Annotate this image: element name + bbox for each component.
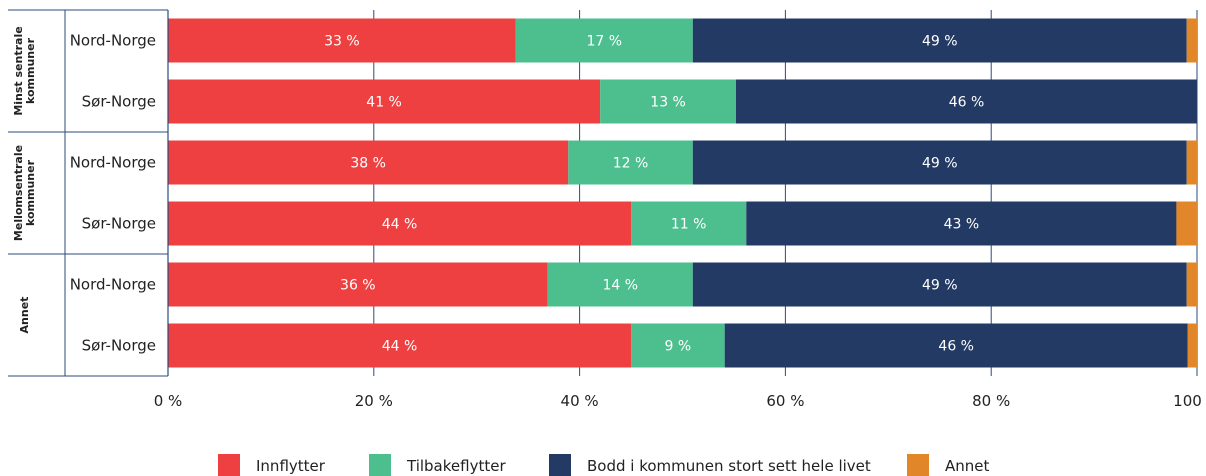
- x-tick-label: 60 %: [766, 392, 804, 410]
- bar-segment-tilbakeflytter: [600, 79, 737, 124]
- legend-label: Tilbakeflytter: [406, 457, 506, 475]
- data-label: 17 %: [587, 34, 623, 50]
- bar-segment-innflytter: [168, 79, 601, 124]
- data-label: 11 %: [671, 217, 707, 233]
- legend-swatch: [369, 454, 391, 476]
- bar-segment-bodd-i-kommunen-stort-sett-hele-livet: [692, 262, 1187, 307]
- category-label: Nord-Norge: [70, 32, 156, 50]
- group-label-line: kommuner: [24, 159, 37, 226]
- bar-segment-bodd-i-kommunen-stort-sett-hele-livet: [692, 18, 1187, 63]
- data-label: 38 %: [350, 156, 386, 172]
- x-tick-label: 40 %: [561, 392, 599, 410]
- bar-segment-bodd-i-kommunen-stort-sett-hele-livet: [692, 140, 1187, 185]
- category-label: Nord-Norge: [70, 276, 156, 294]
- data-label: 44 %: [382, 217, 418, 233]
- data-label: 49 %: [922, 34, 958, 50]
- bar-segment-annet: [1186, 140, 1197, 185]
- bar-segment-innflytter: [168, 262, 548, 307]
- group-label-line: Mellomsentrale: [12, 145, 25, 241]
- legend-label: Annet: [945, 457, 990, 475]
- bar-segment-tilbakeflytter: [547, 262, 693, 307]
- data-label: 9 %: [665, 339, 692, 355]
- legend-swatch: [907, 454, 929, 476]
- bar-segment-annet: [1187, 323, 1197, 368]
- data-label: 49 %: [922, 278, 958, 294]
- bar-segment-annet: [1176, 201, 1197, 246]
- data-label: 46 %: [949, 95, 985, 111]
- group-label-line: kommuner: [24, 37, 37, 104]
- legend-label: Bodd i kommunen stort sett hele livet: [587, 457, 871, 475]
- bar-segment-innflytter: [168, 323, 632, 368]
- bar-segment-tilbakeflytter: [568, 140, 693, 185]
- bar-segment-innflytter: [168, 140, 569, 185]
- data-label: 46 %: [938, 339, 974, 355]
- data-label: 41 %: [366, 95, 402, 111]
- bar-segment-annet: [1186, 18, 1197, 63]
- bar-segment-bodd-i-kommunen-stort-sett-hele-livet: [746, 201, 1177, 246]
- category-label: Sør-Norge: [82, 337, 156, 355]
- legend-swatch: [549, 454, 571, 476]
- bars: 33 % 17 % 49 % Nord-Norge 41 % 13 % 46 % Sør-No…: [70, 18, 1197, 368]
- group-label: Minst sentrale kommuner: [12, 26, 37, 115]
- group-label: Mellomsentrale kommuner: [12, 145, 37, 241]
- data-label: 49 %: [922, 156, 958, 172]
- bar-segment-tilbakeflytter: [631, 323, 725, 368]
- legend-label: Innflytter: [256, 457, 326, 475]
- x-tick-label: 20 %: [355, 392, 393, 410]
- data-label: 14 %: [602, 278, 638, 294]
- x-tick-label: 100 %: [1173, 392, 1206, 410]
- group-label: Annet: [18, 297, 31, 334]
- group-label-line: Annet: [18, 297, 31, 334]
- bar-segment-annet: [1186, 262, 1197, 307]
- category-label: Sør-Norge: [82, 93, 156, 111]
- data-label: 33 %: [324, 34, 360, 50]
- bar-segment-tilbakeflytter: [515, 18, 693, 63]
- gridlines: [373, 10, 1198, 376]
- x-tick-label: 80 %: [972, 392, 1010, 410]
- data-label: 36 %: [340, 278, 376, 294]
- bar-segment-bodd-i-kommunen-stort-sett-hele-livet: [736, 79, 1197, 124]
- data-label: 44 %: [382, 339, 418, 355]
- bar-segment-tilbakeflytter: [631, 201, 747, 246]
- legend-swatch: [218, 454, 240, 476]
- category-label: Nord-Norge: [70, 154, 156, 172]
- data-label: 12 %: [613, 156, 649, 172]
- bar-segment-innflytter: [168, 18, 516, 63]
- x-tick-label: 0 %: [154, 392, 183, 410]
- bar-segment-innflytter: [168, 201, 632, 246]
- data-label: 43 %: [944, 217, 980, 233]
- bar-segment-bodd-i-kommunen-stort-sett-hele-livet: [724, 323, 1188, 368]
- legend: Innflytter Tilbakeflytter Bodd i kommunen …: [218, 454, 990, 476]
- group-label-line: Minst sentrale: [12, 26, 25, 115]
- category-label: Sør-Norge: [82, 215, 156, 233]
- data-label: 13 %: [650, 95, 686, 111]
